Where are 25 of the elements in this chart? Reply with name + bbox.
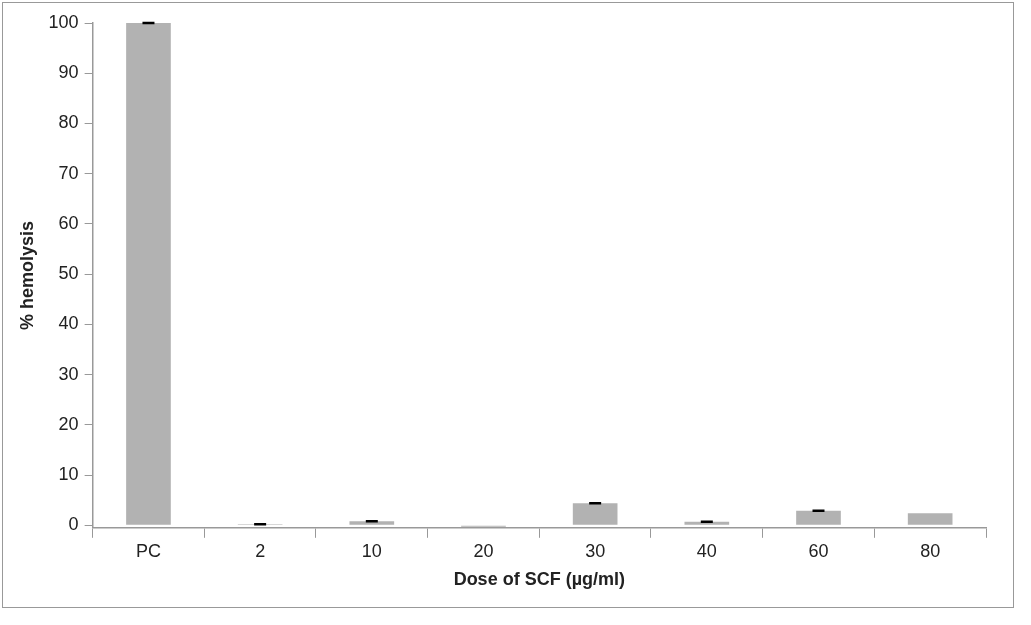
y-tick-label: 70 [58,162,79,183]
bar [796,510,841,525]
y-axis-title: % hemolysis [16,220,37,330]
y-tick-label: 80 [58,112,79,133]
y-tick-label: 60 [58,212,79,233]
y-tick-label: 30 [58,363,79,384]
bar [907,513,953,525]
x-tick-label: 10 [361,540,382,561]
y-tick-label: 20 [58,413,79,434]
bar [572,503,618,525]
y-tick-label: 0 [68,514,79,535]
x-tick-label: 20 [473,540,494,561]
x-axis-title: Dose of SCF (µg/ml) [453,569,625,590]
y-tick-label: 50 [58,263,79,284]
x-tick-label: 60 [808,540,829,561]
y-tick-label: 100 [48,11,79,32]
y-tick-label: 10 [58,464,79,485]
x-tick-label: 2 [255,540,266,561]
x-tick-label: 80 [920,540,941,561]
x-tick-label: 30 [585,540,606,561]
x-tick-label: PC [135,540,161,561]
bar [126,23,171,525]
y-tick-label: 40 [58,313,79,334]
y-tick-label: 90 [58,62,79,83]
x-tick-label: 40 [696,540,717,561]
